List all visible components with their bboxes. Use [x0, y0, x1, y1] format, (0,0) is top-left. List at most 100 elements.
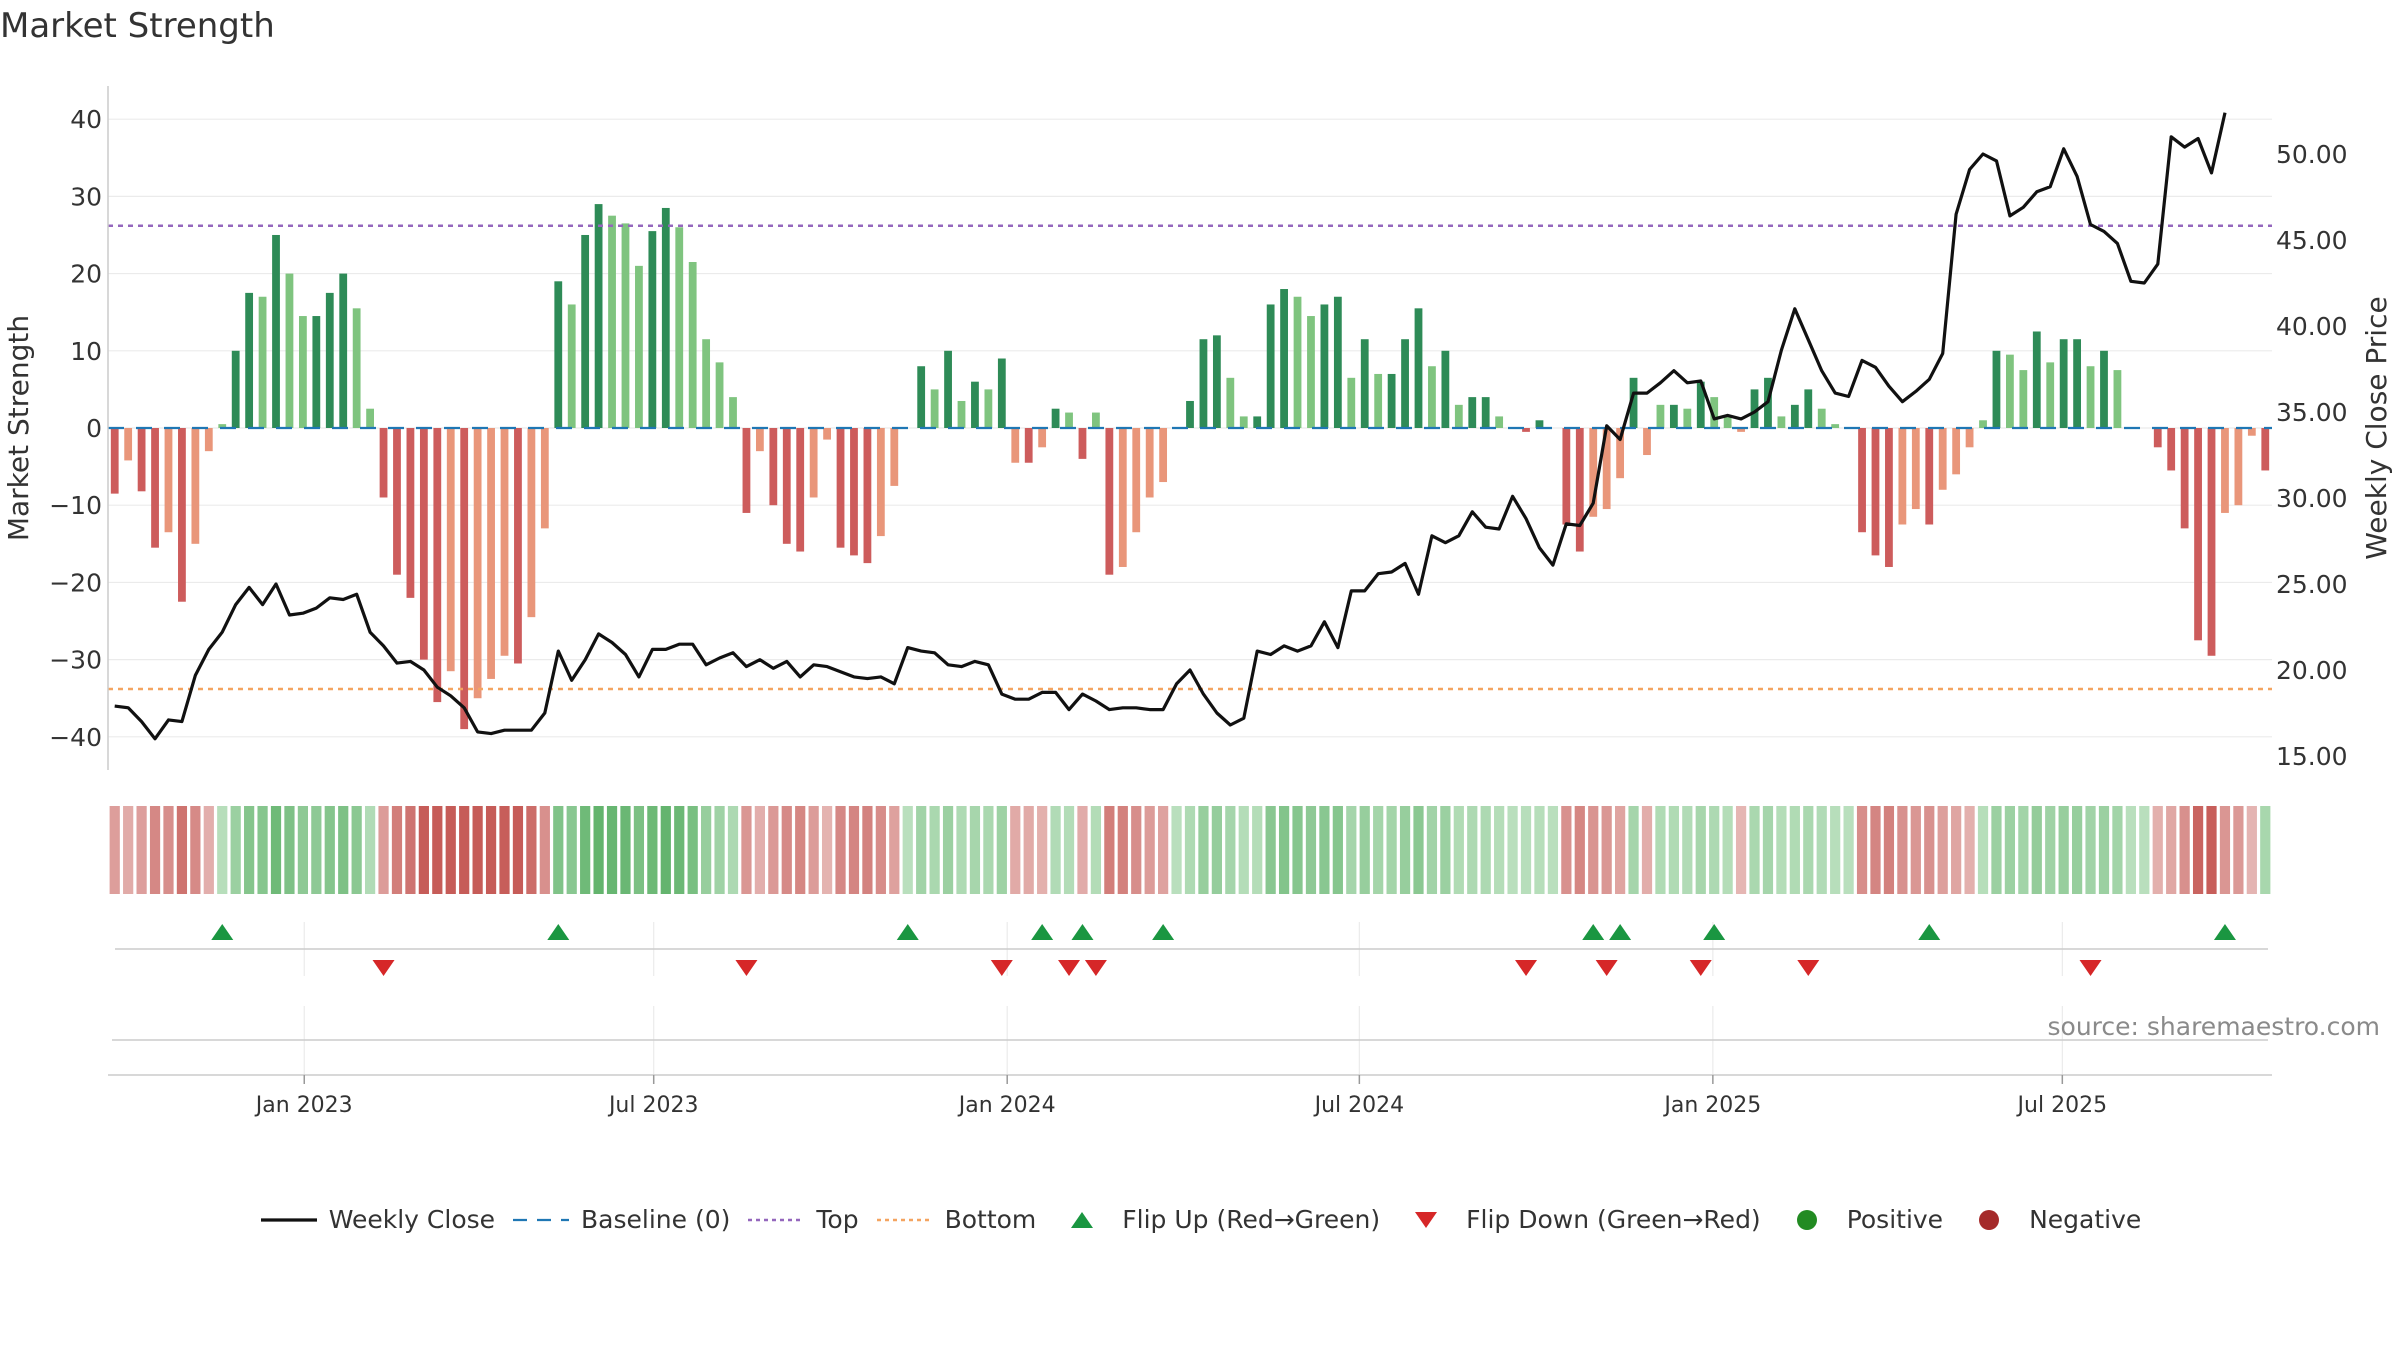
heat-cell	[1238, 806, 1249, 894]
strength-bar	[1199, 339, 1208, 428]
strength-bar	[1979, 420, 1987, 428]
heat-cell	[1359, 806, 1370, 894]
flip-up-marker	[1582, 924, 1605, 940]
left-tick-label: −40	[49, 723, 102, 752]
strength-bar	[876, 428, 885, 537]
strength-bar	[1696, 381, 1705, 428]
strength-bar	[446, 428, 455, 672]
heat-cell	[848, 806, 860, 894]
heat-cell	[889, 806, 900, 894]
heat-cell	[485, 806, 497, 894]
heat-cell	[2139, 806, 2150, 894]
heat-cell	[1722, 806, 1733, 894]
heat-cell	[1655, 806, 1666, 894]
strength-bar	[554, 281, 563, 428]
strength-bar	[191, 428, 200, 544]
heat-cell	[1964, 806, 1975, 894]
left-tick-label: −20	[49, 568, 102, 597]
strength-bar	[1562, 428, 1571, 525]
heat-cell	[176, 806, 188, 894]
flip-down-marker	[1058, 960, 1081, 976]
legend-swatch	[876, 1218, 933, 1221]
strength-bar	[930, 389, 939, 428]
right-tick-label: 30.00	[2276, 484, 2348, 513]
strength-bar	[648, 231, 657, 428]
flip-up-marker	[547, 924, 570, 940]
strength-bar	[1401, 339, 1409, 428]
heat-cell	[1843, 806, 1854, 894]
heat-cell	[1668, 806, 1679, 894]
strength-bar	[2221, 428, 2229, 513]
right-axis-title: Weekly Close Price	[2360, 296, 2393, 559]
strength-bar	[218, 424, 227, 428]
strength-bar	[1186, 400, 1194, 428]
strength-bar	[1092, 412, 1100, 428]
legend-circle-icon	[1979, 1209, 2000, 1230]
strength-bar	[1938, 428, 1947, 490]
flip-up-marker	[1031, 924, 1054, 940]
strength-bar	[1441, 350, 1450, 428]
strength-bar	[809, 428, 818, 498]
heat-cell	[701, 806, 712, 894]
heat-cell	[459, 806, 470, 894]
flip-down-marker	[990, 960, 1013, 976]
strength-bar	[245, 292, 254, 428]
strength-bar	[231, 350, 240, 428]
legend-label: Top	[816, 1205, 859, 1234]
heat-cell	[311, 806, 322, 894]
flip-down-marker	[2079, 960, 2102, 976]
strength-bar	[823, 428, 831, 440]
heat-cell	[1856, 806, 1868, 894]
strength-bar	[1495, 416, 1504, 428]
heat-cell	[1910, 806, 1921, 894]
strength-bar	[312, 316, 321, 428]
strength-bar	[769, 428, 778, 506]
heat-cell	[835, 806, 846, 894]
heat-cell	[1547, 806, 1559, 894]
heat-cell	[875, 806, 886, 894]
heat-cell	[1171, 806, 1182, 894]
heat-cell	[2098, 806, 2110, 894]
strength-bar	[473, 428, 482, 699]
strength-bar	[325, 292, 334, 428]
heat-cell	[1010, 806, 1021, 894]
strength-bar	[836, 428, 845, 548]
heat-cell	[902, 806, 913, 894]
heat-cell	[660, 806, 671, 894]
strength-bar	[917, 366, 926, 428]
legend-swatch	[1415, 1211, 1438, 1228]
right-tick-label: 50.00	[2276, 140, 2348, 169]
strength-bar	[1347, 377, 1356, 428]
strength-bar	[782, 428, 791, 544]
heat-cell	[1641, 806, 1653, 894]
strength-bar	[1468, 397, 1477, 428]
strength-bar	[581, 234, 590, 428]
strength-bar	[608, 215, 616, 428]
strength-bar	[1535, 420, 1544, 428]
legend-item: Positive	[1777, 1205, 1943, 1234]
legend-swatch	[260, 1217, 317, 1222]
strength-bar	[688, 262, 697, 428]
heat-cell	[2179, 806, 2190, 894]
heat-cell	[727, 806, 739, 894]
heat-cell	[418, 806, 429, 894]
heat-cell	[996, 806, 1007, 894]
legend-swatch	[1071, 1211, 1094, 1228]
strength-bar	[2032, 331, 2041, 428]
strength-bar	[1750, 389, 1759, 428]
heat-cell	[942, 806, 954, 894]
strength-bar	[1669, 404, 1678, 428]
heat-cell	[1977, 806, 1989, 894]
heat-cell	[1695, 806, 1706, 894]
legend: Weekly Close Baseline (0) Top Bottom Flip Up…	[0, 1205, 2400, 1234]
flip-down-marker	[1084, 960, 1107, 976]
strength-bar	[110, 428, 119, 494]
strength-bar	[1656, 404, 1665, 428]
heat-cell	[109, 806, 120, 894]
source-text: source: sharemaestro.com	[2047, 1012, 2381, 1041]
left-tick-label: −10	[49, 491, 102, 520]
strength-bar	[1589, 428, 1598, 517]
strength-bar	[1024, 428, 1033, 463]
legend-circle-icon	[1796, 1209, 1817, 1230]
strength-bar	[1817, 408, 1826, 428]
